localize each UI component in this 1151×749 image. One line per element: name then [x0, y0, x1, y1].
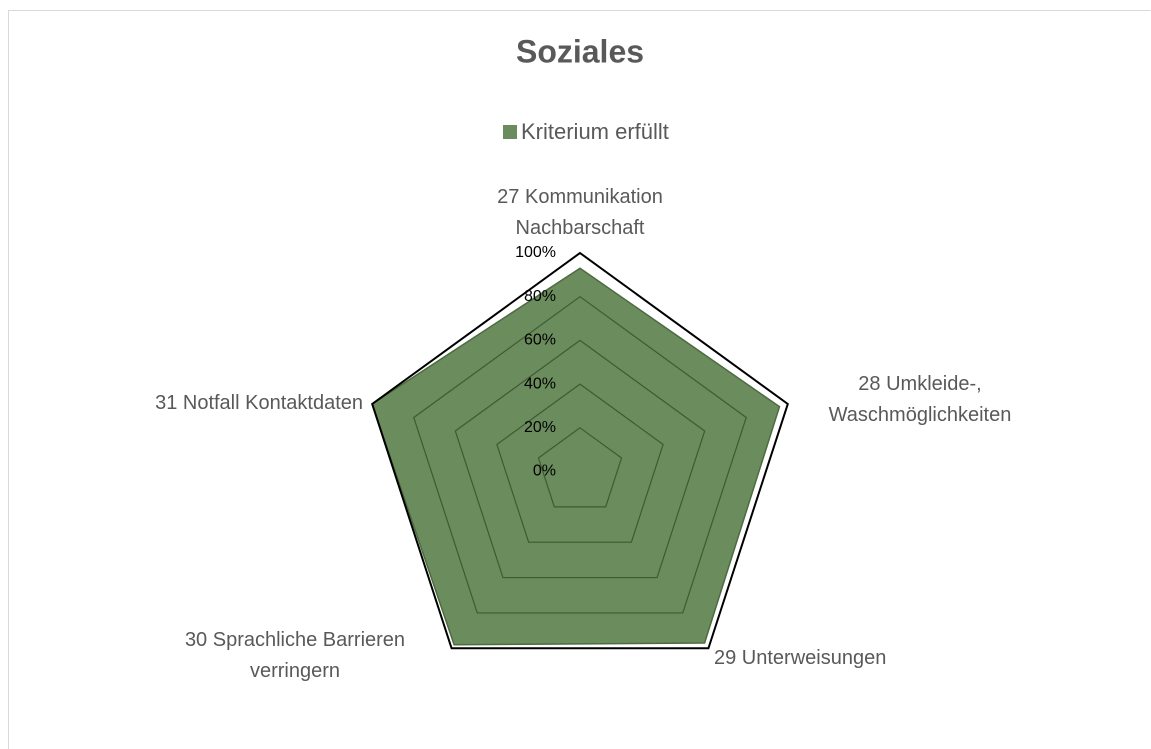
chart-frame [8, 10, 1151, 749]
r-tick-label: 40% [524, 375, 556, 392]
category-label: 31 Notfall Kontaktdaten [155, 392, 363, 414]
grid-line [537, 427, 623, 508]
grid-line [496, 383, 664, 543]
grid-line [454, 339, 706, 579]
r-tick-label: 60% [524, 332, 556, 349]
r-tick-label: 20% [524, 419, 556, 436]
category-label: 29 Unterweisungen [714, 647, 887, 669]
r-tick-label: 80% [524, 288, 556, 305]
r-tick-label: 100% [515, 244, 556, 261]
category-label: 28 Umkleide-, Waschmöglichkeiten [828, 373, 1012, 426]
r-tick-label: 0% [533, 463, 556, 480]
grid-line [371, 251, 789, 650]
grid-line [413, 295, 747, 614]
legend-swatch [503, 125, 517, 139]
legend-label: Kriterium erfüllt [521, 119, 669, 144]
chart-title: Soziales [516, 33, 644, 69]
category-label: 30 Sprachliche Barrieren verringern [184, 629, 406, 682]
category-label: 27 Kommunikation Nachbarschaft [497, 186, 663, 239]
radar-area [371, 267, 781, 646]
